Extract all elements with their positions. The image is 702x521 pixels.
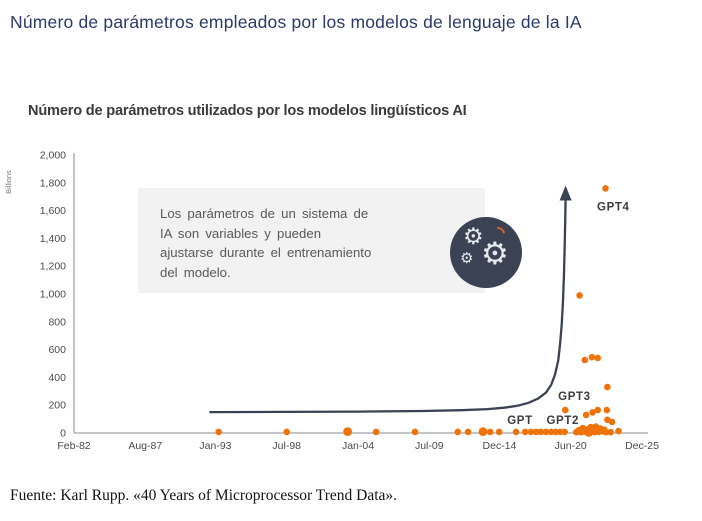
model-label-gpt3: GPT3 bbox=[558, 391, 590, 403]
scatter-chart: 0 200 400 600 800 1,000 1,200 1,400 1,600 1,800 2,… bbox=[4, 150, 659, 453]
model-label-gpt: GPT bbox=[507, 415, 532, 427]
trend-arrowhead bbox=[559, 185, 572, 201]
page-title: Número de parámetros empleados por los m… bbox=[10, 12, 582, 32]
gears-icon: ⚙ ⚙ ⚙ bbox=[450, 217, 522, 288]
data-point bbox=[464, 428, 472, 436]
data-point bbox=[478, 427, 488, 437]
data-point bbox=[486, 428, 494, 436]
data-point bbox=[602, 185, 609, 192]
x-tick-label: Feb-82 bbox=[57, 440, 90, 452]
data-point bbox=[495, 428, 503, 436]
annotation-box: Los parámetros de un sistema de IA son v… bbox=[138, 188, 485, 293]
data-point bbox=[215, 428, 222, 436]
y-tick-label: 1,200 bbox=[40, 261, 66, 273]
source-note: Fuente: Karl Rupp. «40 Years of Micropro… bbox=[10, 487, 398, 504]
y-tick-label: 0 bbox=[60, 428, 66, 440]
y-tick-label: 400 bbox=[48, 372, 66, 384]
gear-glyph: ⚙ bbox=[460, 249, 474, 267]
model-label-gpt2: GPT2 bbox=[547, 415, 579, 427]
data-point bbox=[562, 406, 569, 414]
x-tick-label: Jul-98 bbox=[272, 440, 301, 452]
data-point bbox=[603, 406, 611, 414]
y-tick-label: 1,000 bbox=[40, 289, 66, 301]
model-label-gpt4: GPT4 bbox=[597, 201, 629, 213]
y-tick-label: 2,000 bbox=[40, 150, 66, 162]
x-tick-label: Dec-25 bbox=[625, 440, 659, 452]
data-point bbox=[594, 406, 601, 414]
y-tick-label: 200 bbox=[48, 400, 66, 412]
data-point bbox=[372, 428, 380, 436]
data-point bbox=[521, 428, 529, 436]
gear-glyph: ⚙ bbox=[463, 224, 484, 250]
data-point bbox=[589, 409, 596, 416]
x-tick-label: Jun-20 bbox=[555, 440, 587, 452]
chart-title: Número de parámetros utilizados por los … bbox=[28, 103, 467, 119]
data-point bbox=[607, 428, 614, 436]
trend-curve bbox=[209, 198, 567, 414]
data-point bbox=[542, 428, 550, 436]
x-tick-label: Aug-87 bbox=[128, 440, 162, 452]
data-point bbox=[512, 428, 520, 436]
data-point bbox=[576, 292, 583, 299]
y-tick-label: 800 bbox=[48, 316, 66, 328]
data-point bbox=[537, 428, 544, 436]
data-point bbox=[604, 383, 611, 391]
data-point bbox=[615, 427, 622, 435]
data-point bbox=[594, 354, 601, 362]
data-point bbox=[411, 428, 419, 436]
data-point bbox=[454, 428, 462, 436]
y-tick-label: 1,400 bbox=[40, 233, 66, 245]
x-tick-label: Dec-14 bbox=[483, 440, 517, 452]
data-point bbox=[602, 428, 610, 436]
data-point bbox=[283, 428, 291, 436]
x-tick-label: Jan-04 bbox=[342, 440, 374, 452]
data-point bbox=[527, 428, 535, 436]
y-axis-unit-label: Billions bbox=[4, 170, 13, 194]
x-tick-label: Jan-93 bbox=[199, 440, 231, 452]
data-point bbox=[561, 428, 568, 436]
x-tick-label: Jul-09 bbox=[415, 440, 444, 452]
gear-glyph: ⚙ bbox=[481, 236, 509, 272]
data-point bbox=[556, 428, 564, 436]
data-point bbox=[582, 411, 590, 419]
y-tick-label: 600 bbox=[48, 344, 66, 356]
data-point bbox=[581, 356, 589, 364]
data-point bbox=[608, 418, 616, 426]
annotation-text: Los parámetros de un sistema de IA son v… bbox=[160, 206, 372, 280]
data-point bbox=[343, 427, 352, 436]
data-point bbox=[588, 353, 596, 361]
y-tick-label: 1,800 bbox=[40, 177, 66, 189]
y-tick-label: 1,600 bbox=[40, 205, 66, 217]
